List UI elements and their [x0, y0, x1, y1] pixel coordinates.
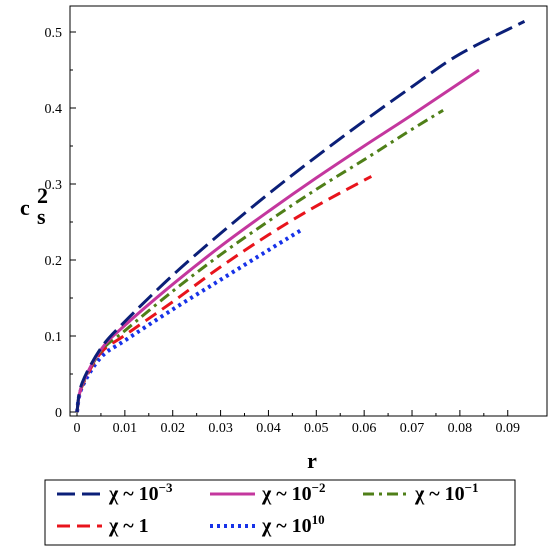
y-tick-label: 0.4 — [45, 102, 63, 117]
y-tick-label: 0.3 — [45, 178, 63, 193]
series-line — [75, 108, 444, 413]
plot-frame — [69, 5, 548, 417]
y-tick-label: 0.1 — [45, 330, 63, 345]
legend-box — [44, 479, 516, 546]
series-line — [75, 227, 303, 413]
x-tick-label: 0.08 — [448, 421, 473, 436]
x-tick-label: 0.05 — [304, 421, 329, 436]
x-tick-label: 0.06 — [352, 421, 377, 436]
x-tick-label: 0.03 — [208, 421, 233, 436]
legend-label: χ ~ 1 — [108, 515, 149, 537]
x-tick-label: 0.01 — [113, 421, 138, 436]
series-layer — [75, 20, 526, 413]
x-tick-label: 0.04 — [256, 421, 281, 436]
series-line — [75, 20, 526, 413]
y-axis-label: c 2 s — [20, 183, 48, 229]
series-line — [75, 68, 480, 413]
x-tick-label: 0.02 — [160, 421, 185, 436]
y-axis-ticks: 0 0.1 0.2 0.3 0.4 0.5 — [45, 26, 76, 421]
x-tick-label: 0.09 — [495, 421, 520, 436]
x-axis-ticks: 0 0.01 0.02 0.03 0.04 0.05 0.06 0.07 0.08 0.09 — [74, 410, 520, 436]
x-tick-label: 0 — [74, 421, 81, 436]
y-tick-label: 0.5 — [45, 26, 63, 41]
x-tick-label: 0.07 — [400, 421, 425, 436]
y-tick-label: 0.2 — [45, 254, 63, 269]
y-axis-label-sub: s — [37, 204, 46, 229]
x-axis-label: r — [307, 448, 317, 473]
y-axis-label-base: c — [20, 195, 30, 220]
y-tick-label: 0 — [55, 406, 62, 421]
y-axis-label-sup: 2 — [37, 183, 48, 208]
series-line — [75, 175, 373, 413]
